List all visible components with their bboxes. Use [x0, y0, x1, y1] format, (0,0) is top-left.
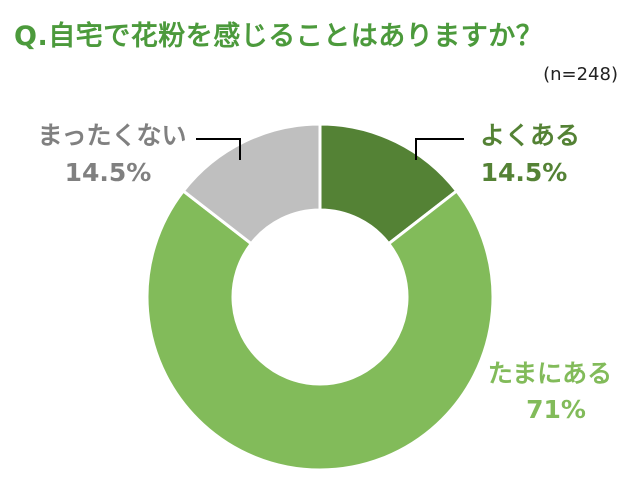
- value-label-often: 14.5%: [481, 158, 568, 187]
- slice-never: [181, 122, 322, 246]
- value-label-sometimes: 71%: [526, 395, 586, 424]
- value-label-never: 14.5%: [65, 158, 152, 187]
- leader-line-never: [196, 138, 241, 160]
- chart-title: Q.自宅で花粉を感じることはありますか？: [14, 21, 544, 52]
- slice-sometimes: [145, 188, 495, 472]
- leader-line-often: [415, 138, 464, 160]
- sample-size-note: (n=248): [543, 64, 618, 85]
- label-sometimes: たまにある: [488, 359, 612, 388]
- label-never: まったくない: [37, 121, 186, 150]
- label-often: よくある: [480, 121, 580, 150]
